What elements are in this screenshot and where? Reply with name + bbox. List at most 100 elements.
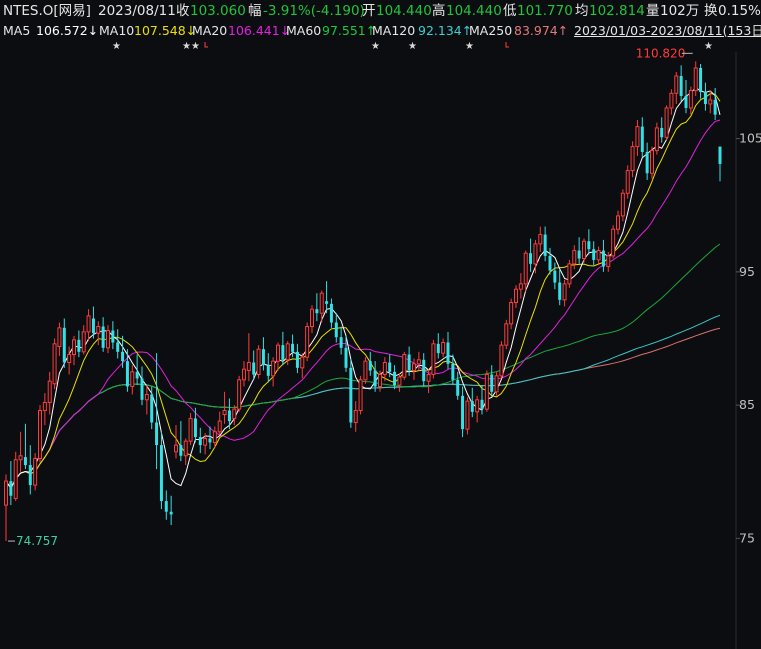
- candle-up: [174, 425, 178, 459]
- candle-body: [431, 343, 436, 375]
- candle-up: [654, 122, 659, 155]
- candle-down: [393, 365, 397, 390]
- candle-down: [91, 306, 95, 339]
- candle-body: [111, 330, 115, 343]
- candle-body: [514, 288, 518, 304]
- candle-down: [334, 313, 338, 343]
- candle-body: [47, 380, 52, 403]
- candle-up: [611, 225, 616, 259]
- candle-body: [451, 363, 455, 380]
- candle-body: [193, 418, 197, 438]
- candle-up: [382, 357, 387, 382]
- date-range-link[interactable]: 2023/01/03-2023/08/11(153日): [574, 23, 761, 38]
- candle-down: [295, 343, 299, 374]
- candle-body: [9, 481, 13, 496]
- ma10-label[interactable]: MA10: [99, 23, 135, 38]
- candle-body: [174, 444, 178, 453]
- candle-body: [281, 345, 285, 360]
- candle-up: [319, 290, 324, 323]
- candle-down: [121, 335, 125, 368]
- candle-body: [426, 373, 431, 382]
- ma5-label[interactable]: MA5: [3, 23, 31, 38]
- event-star-marker: ★: [465, 41, 474, 52]
- date-label: 2023/08/11: [98, 3, 176, 19]
- moving-average-bar: MA5 106.572↓ MA10 107.548↓ MA20 106.441↓…: [0, 22, 761, 40]
- candle-body: [518, 283, 523, 290]
- ma20-label[interactable]: MA20: [192, 23, 228, 38]
- candle-up: [222, 391, 227, 424]
- candle-up: [81, 325, 86, 355]
- high-value: 104.440: [446, 3, 502, 19]
- candle-down: [125, 349, 129, 392]
- candle-body: [368, 361, 372, 371]
- candle-down: [451, 354, 455, 386]
- candle-up: [475, 395, 480, 423]
- candle-body: [135, 371, 139, 379]
- candle-body: [397, 376, 402, 386]
- ma250-label[interactable]: MA250: [469, 23, 513, 38]
- candle-body: [23, 457, 27, 466]
- candle-body: [664, 107, 669, 138]
- event-star-marker: ★★: [182, 41, 200, 52]
- candle-body: [140, 378, 144, 400]
- candle-body: [708, 99, 713, 105]
- candle-down: [548, 247, 552, 275]
- candle-body: [96, 326, 101, 334]
- candle-down: [339, 326, 343, 355]
- symbol-label[interactable]: NTES.O[网易]: [3, 3, 91, 19]
- candle-body: [611, 228, 616, 257]
- candle-body: [81, 331, 86, 353]
- candle-body: [339, 337, 343, 348]
- candle-body: [344, 347, 348, 368]
- candle-up: [276, 342, 280, 371]
- candle-down: [329, 298, 333, 328]
- ma120-label[interactable]: MA120: [372, 23, 416, 38]
- candle-body: [577, 250, 581, 259]
- candle-body: [494, 375, 499, 393]
- y-tick-label: 75: [739, 530, 755, 545]
- low-label: 低: [503, 3, 517, 19]
- candle-body: [416, 359, 421, 365]
- candle-body: [169, 511, 173, 515]
- candle-body: [130, 371, 135, 387]
- candle-body: [91, 318, 95, 334]
- ma5-line: [5, 87, 721, 490]
- candle-body: [693, 67, 698, 92]
- candle-body: [203, 437, 208, 446]
- candle-body: [436, 343, 440, 354]
- ma60-line: [5, 243, 721, 490]
- candle-up: [33, 453, 38, 491]
- candle-body: [640, 126, 644, 152]
- candle-down: [281, 331, 285, 366]
- candle-body: [456, 379, 460, 396]
- candle-down: [28, 445, 32, 495]
- candle-body: [305, 326, 310, 358]
- candle-down: [640, 117, 644, 158]
- candle-body: [490, 374, 494, 392]
- candlestick-chart[interactable]: ★ ★★ ★ ★ ★ ★ 75 85 95 105 110.820 74.757: [0, 40, 761, 649]
- candle-down: [543, 226, 547, 262]
- ma60-label[interactable]: MA60: [286, 23, 322, 38]
- candle-up: [630, 141, 635, 178]
- candle-body: [684, 95, 688, 108]
- chart-background: [0, 40, 761, 649]
- candle-up: [582, 238, 586, 263]
- ma10-value: 107.548↓: [134, 23, 197, 38]
- candle-body: [28, 465, 32, 486]
- candle-body: [227, 410, 231, 422]
- candle-body: [635, 126, 640, 148]
- candle-up: [57, 322, 62, 356]
- candle-body: [144, 393, 149, 401]
- candle-up: [693, 61, 698, 96]
- ma20-value: 106.441↓: [228, 23, 291, 38]
- candle-down: [470, 387, 474, 418]
- volume-value: 102万: [660, 3, 700, 19]
- candle-body: [499, 344, 504, 377]
- candle-down: [461, 386, 465, 438]
- candle-up: [67, 346, 72, 375]
- candle-down: [150, 386, 154, 430]
- candle-up: [484, 370, 489, 412]
- candle-body: [402, 353, 407, 378]
- candle-down: [699, 63, 703, 99]
- candle-down: [703, 82, 707, 111]
